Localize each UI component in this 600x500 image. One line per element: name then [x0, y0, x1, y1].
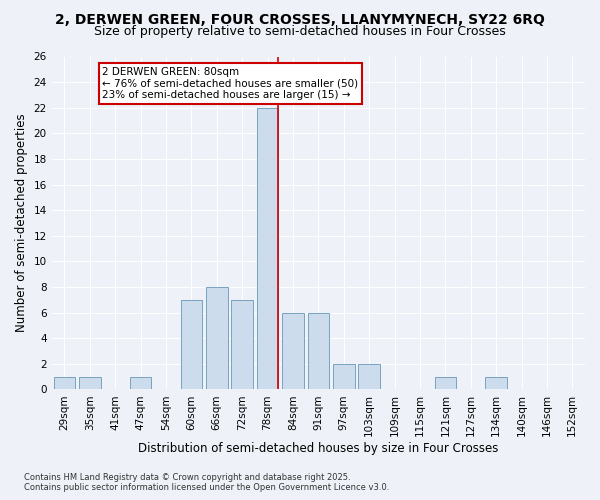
Text: Contains HM Land Registry data © Crown copyright and database right 2025.
Contai: Contains HM Land Registry data © Crown c… — [24, 473, 389, 492]
Bar — [434, 376, 456, 390]
X-axis label: Distribution of semi-detached houses by size in Four Crosses: Distribution of semi-detached houses by … — [138, 442, 499, 455]
Text: Size of property relative to semi-detached houses in Four Crosses: Size of property relative to semi-detach… — [94, 25, 506, 38]
Text: 2 DERWEN GREEN: 80sqm
← 76% of semi-detached houses are smaller (50)
23% of semi: 2 DERWEN GREEN: 80sqm ← 76% of semi-deta… — [103, 66, 359, 100]
Bar — [79, 376, 101, 390]
Bar — [333, 364, 355, 390]
Text: 2, DERWEN GREEN, FOUR CROSSES, LLANYMYNECH, SY22 6RQ: 2, DERWEN GREEN, FOUR CROSSES, LLANYMYNE… — [55, 12, 545, 26]
Bar — [206, 287, 227, 390]
Y-axis label: Number of semi-detached properties: Number of semi-detached properties — [15, 114, 28, 332]
Bar — [232, 300, 253, 390]
Bar — [308, 312, 329, 390]
Bar — [358, 364, 380, 390]
Bar — [181, 300, 202, 390]
Bar — [485, 376, 507, 390]
Bar — [282, 312, 304, 390]
Bar — [53, 376, 75, 390]
Bar — [130, 376, 151, 390]
Bar — [257, 108, 278, 390]
